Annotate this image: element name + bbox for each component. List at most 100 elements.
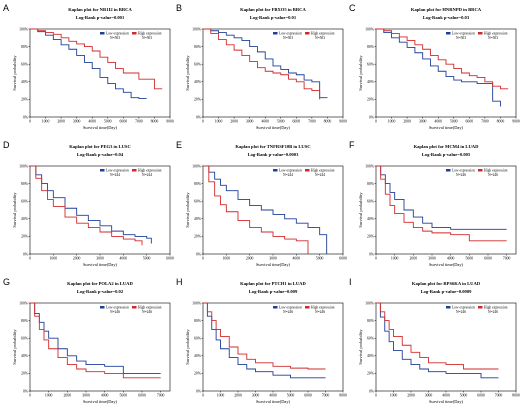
legend-entry-count: N=503 bbox=[283, 36, 293, 40]
legend-entry-count: N=503 bbox=[142, 36, 152, 40]
logrank-pvalue: Log-Rank p-value=0.0003 bbox=[248, 152, 300, 157]
x-tick-label: 5000 bbox=[450, 120, 458, 124]
legend-swatch bbox=[305, 169, 310, 172]
legend-entry: High expression bbox=[484, 305, 508, 309]
km-panel-e: E Kaplan plot for TNFRSF10B in LUSC Log-Ra… bbox=[175, 138, 347, 275]
panel-label: D bbox=[3, 140, 10, 150]
legend-entry: Low expression bbox=[452, 305, 475, 309]
km-plot-svg: G Kaplan plot for POLA2 in LUAD Log-Rank p… bbox=[3, 277, 171, 404]
panel-label: H bbox=[176, 277, 183, 287]
y-tick-label: 0% bbox=[369, 115, 375, 119]
logrank-pvalue: Log-Rank p-value=0.005 bbox=[422, 152, 471, 157]
legend-entry-count: N=246 bbox=[456, 173, 466, 177]
x-tick-label: 2000 bbox=[407, 394, 415, 398]
legend-entry: High expression bbox=[138, 168, 162, 172]
legend-entry: Low expression bbox=[452, 168, 475, 172]
x-tick-label: 8000 bbox=[497, 120, 505, 124]
x-tick-label: 6000 bbox=[304, 394, 312, 398]
x-tick-label: 5000 bbox=[104, 120, 112, 124]
legend-entry: Low expression bbox=[106, 305, 129, 309]
y-tick-label: 40% bbox=[367, 217, 375, 221]
legend-entry-count: N=246 bbox=[110, 310, 120, 314]
legend-swatch bbox=[446, 306, 451, 309]
y-tick-label: 80% bbox=[21, 182, 29, 186]
km-panel-g: G Kaplan plot for POLA2 in LUAD Log-Rank p… bbox=[2, 275, 174, 412]
panel-label: B bbox=[176, 3, 182, 13]
high-expression-curve bbox=[203, 28, 321, 100]
x-tick-label: 6000 bbox=[138, 394, 146, 398]
y-axis-label: Survival probability bbox=[185, 55, 190, 91]
plot-title: Kaplan plot for PEG3 in LUSC bbox=[69, 144, 131, 149]
plot-frame bbox=[375, 28, 517, 118]
high-expression-curve bbox=[30, 165, 143, 246]
x-tick-label: 0 bbox=[202, 257, 204, 261]
y-tick-label: 0% bbox=[23, 252, 29, 256]
x-tick-label: 3000 bbox=[246, 120, 254, 124]
x-tick-label: 4000 bbox=[434, 120, 442, 124]
x-tick-label: 5000 bbox=[460, 394, 468, 398]
legend-entry: Low expression bbox=[106, 31, 129, 35]
y-tick-label: 60% bbox=[21, 63, 29, 67]
y-tick-label: 60% bbox=[21, 200, 29, 204]
low-expression-curve bbox=[203, 165, 328, 254]
y-axis-label: Survival probability bbox=[12, 329, 17, 365]
x-tick-label: 4000 bbox=[442, 394, 450, 398]
x-tick-label: 0 bbox=[29, 257, 31, 261]
y-axis-label: Survival probability bbox=[185, 329, 190, 365]
low-expression-curve bbox=[203, 28, 328, 99]
logrank-pvalue: Log-Rank p-value=0.04 bbox=[77, 152, 124, 157]
plot-frame bbox=[29, 165, 171, 255]
km-plot-svg: B Kaplan plot for FBXO5 in BRCA Log-Rank p… bbox=[176, 3, 347, 130]
y-tick-label: 60% bbox=[21, 337, 29, 341]
low-expression-curve bbox=[376, 302, 499, 379]
x-tick-label: 5000 bbox=[316, 257, 324, 261]
x-tick-label: 4000 bbox=[120, 257, 128, 261]
y-axis-label: Survival probability bbox=[12, 55, 17, 91]
y-tick-label: 0% bbox=[369, 252, 375, 256]
x-tick-label: 8000 bbox=[512, 394, 520, 398]
legend-entry-count: N=246 bbox=[488, 173, 498, 177]
legend-entry: High expression bbox=[484, 168, 508, 172]
legend-entry-count: N=503 bbox=[456, 36, 466, 40]
legend-swatch bbox=[478, 306, 483, 309]
legend-swatch bbox=[478, 32, 483, 35]
y-tick-label: 100% bbox=[19, 301, 29, 305]
y-tick-label: 100% bbox=[192, 301, 202, 305]
high-expression-curve bbox=[376, 302, 499, 370]
high-expression-curve bbox=[30, 28, 163, 90]
x-tick-label: 3000 bbox=[425, 394, 433, 398]
y-tick-label: 40% bbox=[194, 80, 202, 84]
x-tick-label: 1000 bbox=[390, 394, 398, 398]
legend-entry: High expression bbox=[311, 31, 335, 35]
legend-swatch bbox=[305, 306, 310, 309]
x-tick-label: 9000 bbox=[339, 120, 347, 124]
y-tick-label: 20% bbox=[194, 235, 202, 239]
x-tick-label: 7000 bbox=[481, 120, 489, 124]
x-axis-label: Survival time(Day) bbox=[256, 125, 291, 130]
x-axis-label: Survival time(Day) bbox=[83, 125, 118, 130]
y-tick-label: 80% bbox=[367, 45, 375, 49]
high-expression-curve bbox=[203, 302, 326, 370]
x-tick-label: 6000 bbox=[339, 257, 347, 261]
y-tick-label: 20% bbox=[367, 98, 375, 102]
high-expression-curve bbox=[376, 165, 507, 242]
x-tick-label: 6000 bbox=[466, 120, 474, 124]
x-tick-label: 6000 bbox=[484, 257, 492, 261]
km-panel-f: F Kaplan plot for MCM4 in LUAD Log-Rank p-… bbox=[348, 138, 520, 275]
legend-swatch bbox=[100, 32, 105, 35]
legend-entry-count: N=246 bbox=[315, 310, 325, 314]
x-axis-label: Survival time(Day) bbox=[429, 399, 464, 404]
x-tick-label: 5000 bbox=[120, 394, 128, 398]
y-tick-label: 0% bbox=[23, 115, 29, 119]
x-tick-label: 6000 bbox=[477, 394, 485, 398]
km-panel-i: I Kaplan plot for RPS6KA in LUAD Log-Rank … bbox=[348, 275, 520, 412]
y-tick-label: 40% bbox=[367, 80, 375, 84]
x-tick-label: 0 bbox=[202, 394, 204, 398]
plot-title: Kaplan plot for NR1I2 in BRCA bbox=[68, 7, 132, 12]
km-panel-h: H Kaplan plot for PTCH1 in LUAD Log-Rank p… bbox=[175, 275, 347, 412]
legend-entry: Low expression bbox=[106, 168, 129, 172]
legend-swatch bbox=[446, 169, 451, 172]
plot-frame bbox=[29, 28, 171, 118]
legend-entry-count: N=244 bbox=[283, 173, 293, 177]
